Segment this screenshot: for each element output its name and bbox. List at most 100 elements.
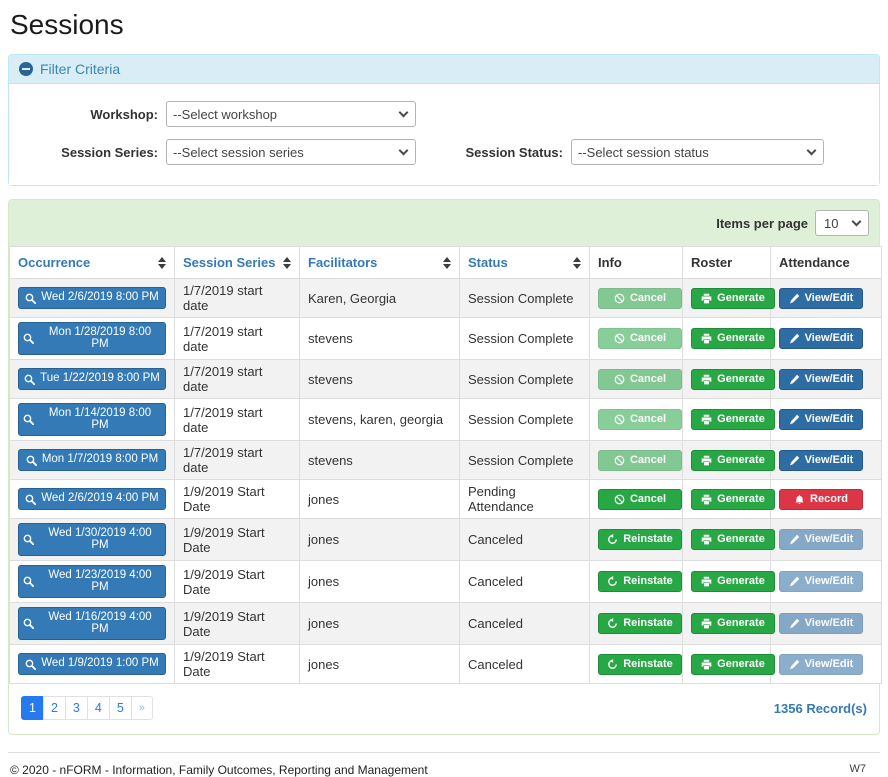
occurrence-button[interactable]: Wed 1/9/2019 1:00 PM bbox=[18, 653, 166, 675]
record-button[interactable]: Record bbox=[779, 488, 863, 510]
generate-button[interactable]: Generate bbox=[691, 368, 775, 390]
bell-icon bbox=[794, 494, 805, 505]
occurrence-button[interactable]: Wed 1/30/2019 4:00 PM bbox=[18, 523, 166, 556]
next-page-button[interactable]: » bbox=[130, 696, 153, 720]
button-label: Reinstate bbox=[623, 657, 673, 670]
facilitators-cell: stevens, karen, georgia bbox=[299, 398, 460, 441]
occurrence-cell: Wed 1/30/2019 4:00 PM bbox=[9, 518, 175, 561]
session-series-cell: 1/9/2019 Start Date bbox=[174, 644, 300, 684]
status-cell: Session Complete bbox=[459, 440, 590, 480]
session-series-cell: 1/7/2019 start date bbox=[174, 440, 300, 480]
view-edit-button[interactable]: View/Edit bbox=[779, 449, 863, 471]
attendance-cell: View/Edit bbox=[770, 278, 882, 318]
printer-icon bbox=[701, 374, 712, 385]
pencil-icon bbox=[789, 414, 800, 425]
status-cell: Canceled bbox=[459, 602, 590, 645]
column-header-status[interactable]: Status bbox=[459, 246, 590, 279]
table-row: Wed 1/9/2019 1:00 PM 1/9/2019 Start Date j… bbox=[9, 644, 882, 684]
cancel-button[interactable]: Cancel bbox=[598, 488, 682, 510]
table-header-row: Occurrence Session Series Facilitators Stat… bbox=[9, 246, 882, 279]
reinstate-button[interactable]: Reinstate bbox=[598, 613, 682, 634]
workshop-select[interactable]: --Select workshop bbox=[166, 101, 416, 127]
attendance-cell: View/Edit bbox=[770, 440, 882, 480]
session-series-select[interactable]: --Select session series bbox=[166, 139, 416, 165]
session-series-cell: 1/7/2019 start date bbox=[174, 398, 300, 441]
generate-button[interactable]: Generate bbox=[691, 488, 775, 510]
button-label: Record bbox=[810, 492, 848, 505]
sessions-table: Occurrence Session Series Facilitators Stat… bbox=[9, 246, 882, 684]
session-status-select[interactable]: --Select session status bbox=[571, 139, 824, 165]
view-edit-button[interactable]: View/Edit bbox=[779, 328, 863, 349]
generate-button[interactable]: Generate bbox=[691, 449, 775, 471]
workshop-filter-row: Workshop: --Select workshop bbox=[9, 101, 879, 127]
filter-criteria-header[interactable]: Filter Criteria bbox=[9, 55, 879, 84]
generate-button[interactable]: Generate bbox=[691, 409, 775, 430]
search-icon bbox=[26, 455, 37, 466]
cancel-button: Cancel bbox=[598, 328, 682, 349]
session-series-cell: 1/9/2019 Start Date bbox=[174, 560, 300, 603]
items-per-page-select[interactable]: 10 bbox=[815, 210, 869, 236]
button-label: Wed 2/6/2019 4:00 PM bbox=[41, 492, 159, 505]
pencil-icon bbox=[789, 455, 800, 466]
status-cell: Canceled bbox=[459, 644, 590, 684]
reinstate-button[interactable]: Reinstate bbox=[598, 571, 682, 592]
pagination-band: 1 2 3 4 5» 1356 Record(s) bbox=[9, 684, 879, 734]
button-label: View/Edit bbox=[804, 413, 854, 425]
page-button-3[interactable]: 3 bbox=[64, 696, 88, 720]
session-series-cell: 1/9/2019 Start Date bbox=[174, 479, 300, 519]
view-edit-button[interactable]: View/Edit bbox=[779, 287, 863, 309]
workshop-select-wrap: --Select workshop bbox=[166, 101, 416, 127]
session-status-select-wrap: --Select session status bbox=[571, 139, 824, 165]
generate-button[interactable]: Generate bbox=[691, 328, 775, 349]
status-cell: Canceled bbox=[459, 560, 590, 603]
occurrence-button[interactable]: Mon 1/28/2019 8:00 PM bbox=[18, 322, 166, 355]
view-edit-button[interactable]: View/Edit bbox=[779, 368, 863, 390]
page-button-2[interactable]: 2 bbox=[42, 696, 66, 720]
generate-button[interactable]: Generate bbox=[691, 571, 775, 592]
page-button-4[interactable]: 4 bbox=[86, 696, 110, 720]
printer-icon bbox=[701, 618, 712, 629]
table-row: Mon 1/28/2019 8:00 PM 1/7/2019 start date… bbox=[9, 317, 882, 360]
printer-icon bbox=[701, 455, 712, 466]
printer-icon bbox=[701, 293, 712, 304]
reinstate-button[interactable]: Reinstate bbox=[598, 529, 682, 550]
generate-button[interactable]: Generate bbox=[691, 529, 775, 550]
occurrence-button[interactable]: Mon 1/14/2019 8:00 PM bbox=[18, 403, 166, 436]
printer-icon bbox=[701, 576, 712, 587]
column-header-occurrence[interactable]: Occurrence bbox=[9, 246, 175, 279]
sort-icon bbox=[158, 257, 166, 269]
search-icon bbox=[23, 534, 34, 545]
facilitators-cell: Karen, Georgia bbox=[299, 278, 460, 318]
page-button-1[interactable]: 1 bbox=[21, 696, 44, 720]
occurrence-button[interactable]: Wed 1/23/2019 4:00 PM bbox=[18, 565, 166, 598]
roster-cell: Generate bbox=[682, 560, 775, 603]
occurrence-cell: Wed 2/6/2019 4:00 PM bbox=[9, 479, 175, 519]
occurrence-button[interactable]: Mon 1/7/2019 8:00 PM bbox=[18, 449, 166, 471]
generate-button[interactable]: Generate bbox=[691, 613, 775, 634]
generate-button[interactable]: Generate bbox=[691, 653, 775, 675]
info-cell: Reinstate bbox=[589, 518, 683, 561]
attendance-cell: View/Edit bbox=[770, 644, 882, 684]
button-label: Generate bbox=[717, 657, 765, 670]
button-label: Cancel bbox=[629, 291, 667, 304]
button-label: Generate bbox=[717, 372, 765, 385]
button-label: Reinstate bbox=[623, 617, 673, 629]
occurrence-cell: Wed 1/16/2019 4:00 PM bbox=[9, 602, 175, 645]
pencil-icon bbox=[789, 374, 800, 385]
reinstate-button[interactable]: Reinstate bbox=[598, 653, 682, 675]
status-cell: Session Complete bbox=[459, 398, 590, 441]
pencil-icon bbox=[789, 333, 800, 344]
view-edit-button[interactable]: View/Edit bbox=[779, 409, 863, 430]
occurrence-button[interactable]: Wed 2/6/2019 8:00 PM bbox=[18, 287, 166, 309]
column-label: Facilitators bbox=[308, 255, 378, 270]
column-header-facilitators[interactable]: Facilitators bbox=[299, 246, 460, 279]
occurrence-cell: Tue 1/22/2019 8:00 PM bbox=[9, 359, 175, 399]
occurrence-button[interactable]: Wed 1/16/2019 4:00 PM bbox=[18, 607, 166, 640]
occurrence-button[interactable]: Wed 2/6/2019 4:00 PM bbox=[18, 488, 166, 510]
occurrence-button[interactable]: Tue 1/22/2019 8:00 PM bbox=[18, 368, 166, 390]
column-header-session-series[interactable]: Session Series bbox=[174, 246, 300, 279]
button-label: Cancel bbox=[629, 413, 667, 425]
page-button-5[interactable]: 5 bbox=[108, 696, 132, 720]
button-label: Generate bbox=[717, 453, 765, 466]
generate-button[interactable]: Generate bbox=[691, 287, 775, 309]
